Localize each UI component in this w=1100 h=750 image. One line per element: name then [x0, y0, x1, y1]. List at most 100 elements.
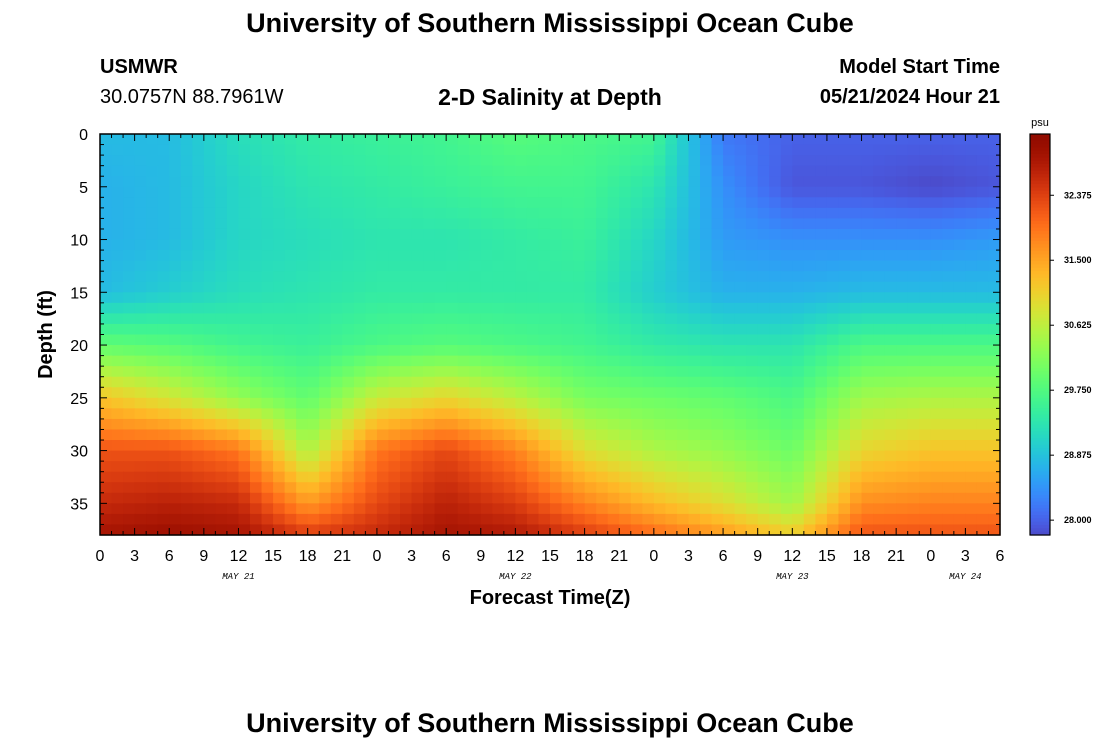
heatmap-cell [665, 292, 678, 304]
heatmap-cell [180, 418, 193, 431]
heatmap-cell [353, 271, 366, 283]
heatmap-cell [411, 503, 424, 515]
heatmap-cell [884, 450, 897, 462]
colorbar-segment [1030, 458, 1050, 463]
heatmap-cell [619, 397, 632, 409]
heatmap-cell [342, 165, 355, 177]
heatmap-cell [896, 334, 909, 346]
heatmap-cell [907, 292, 920, 304]
heatmap-cell [676, 408, 690, 420]
heatmap-cell [653, 228, 666, 241]
heatmap-cell [942, 524, 955, 536]
heatmap-cell [723, 429, 736, 441]
heatmap-cell [111, 524, 124, 536]
heatmap-cell [769, 218, 782, 230]
heatmap-cell [746, 355, 759, 367]
heatmap-cell [319, 397, 332, 409]
heatmap-cell [400, 313, 413, 325]
heatmap-cell [123, 461, 136, 473]
heatmap-cell [561, 355, 574, 367]
heatmap-cell [111, 302, 124, 314]
heatmap-cell [446, 418, 459, 431]
heatmap-cell [607, 281, 620, 293]
heatmap-cell [561, 197, 574, 209]
heatmap-cell [953, 429, 966, 441]
colorbar-segment [1030, 327, 1050, 332]
heatmap-cell [723, 334, 736, 346]
heatmap-cell [123, 260, 136, 272]
heatmap-cell [157, 503, 170, 515]
heatmap-cell [573, 218, 586, 230]
heatmap-cell [653, 440, 666, 452]
heatmap-cell [642, 218, 655, 230]
heatmap-cell [296, 323, 309, 336]
heatmap-cell [953, 418, 966, 431]
heatmap-cell [111, 134, 124, 146]
heatmap-cell [630, 144, 643, 156]
heatmap-cell [123, 313, 136, 325]
heatmap-cell [492, 345, 505, 357]
heatmap-cell [653, 376, 666, 388]
heatmap-cell [400, 302, 413, 314]
heatmap-cell [988, 471, 1001, 483]
heatmap-cell [619, 334, 632, 346]
heatmap-cell [226, 397, 240, 409]
heatmap-cell [296, 281, 309, 293]
heatmap-cell [434, 292, 447, 304]
heatmap-cell [584, 492, 597, 504]
heatmap-cell [192, 440, 205, 452]
heatmap-cell [930, 334, 943, 346]
heatmap-cell [953, 165, 966, 177]
heatmap-cell [469, 250, 482, 262]
heatmap-cell [100, 492, 113, 504]
heatmap-cell [873, 323, 886, 336]
heatmap-cell [861, 239, 874, 251]
heatmap-cell [284, 292, 297, 304]
heatmap-cell [238, 492, 251, 504]
heatmap-cell [676, 366, 690, 378]
heatmap-cell [388, 450, 401, 462]
heatmap-cell [100, 461, 113, 473]
heatmap-cell [653, 355, 666, 367]
heatmap-cell [630, 524, 643, 536]
heatmap-cell [492, 239, 505, 251]
heatmap-cell [896, 492, 909, 504]
heatmap-cell [884, 228, 897, 241]
heatmap-cell [711, 408, 724, 420]
colorbar-segment [1030, 334, 1050, 339]
heatmap-cell [711, 165, 724, 177]
heatmap-cell [676, 155, 690, 167]
y-tick-label: 25 [70, 391, 88, 408]
heatmap-cell [284, 134, 297, 146]
heatmap-cell [226, 429, 240, 441]
heatmap-cell [826, 186, 840, 198]
heatmap-cell [423, 440, 436, 452]
heatmap-cell [226, 207, 240, 220]
heatmap-cell [642, 524, 655, 536]
heatmap-cell [111, 461, 124, 473]
colorbar-segment [1030, 317, 1050, 322]
heatmap-cell [353, 334, 366, 346]
heatmap-cell [503, 144, 516, 156]
heatmap-cell [573, 207, 586, 220]
heatmap-cell [457, 524, 470, 536]
heatmap-cell [261, 207, 274, 220]
heatmap-cell [700, 440, 713, 452]
heatmap-cell [342, 376, 355, 388]
heatmap-cell [146, 450, 159, 462]
heatmap-cell [480, 355, 493, 367]
heatmap-cell [192, 355, 205, 367]
heatmap-cell [734, 271, 747, 283]
heatmap-cell [123, 355, 136, 367]
heatmap-cell [100, 197, 113, 209]
heatmap-cell [988, 239, 1001, 251]
heatmap-cell [676, 418, 690, 431]
heatmap-cell [653, 260, 666, 272]
heatmap-cell [169, 218, 182, 230]
heatmap-cell [930, 440, 943, 452]
heatmap-cell [365, 260, 378, 272]
heatmap-cell [700, 260, 713, 272]
heatmap-cell [596, 250, 609, 262]
